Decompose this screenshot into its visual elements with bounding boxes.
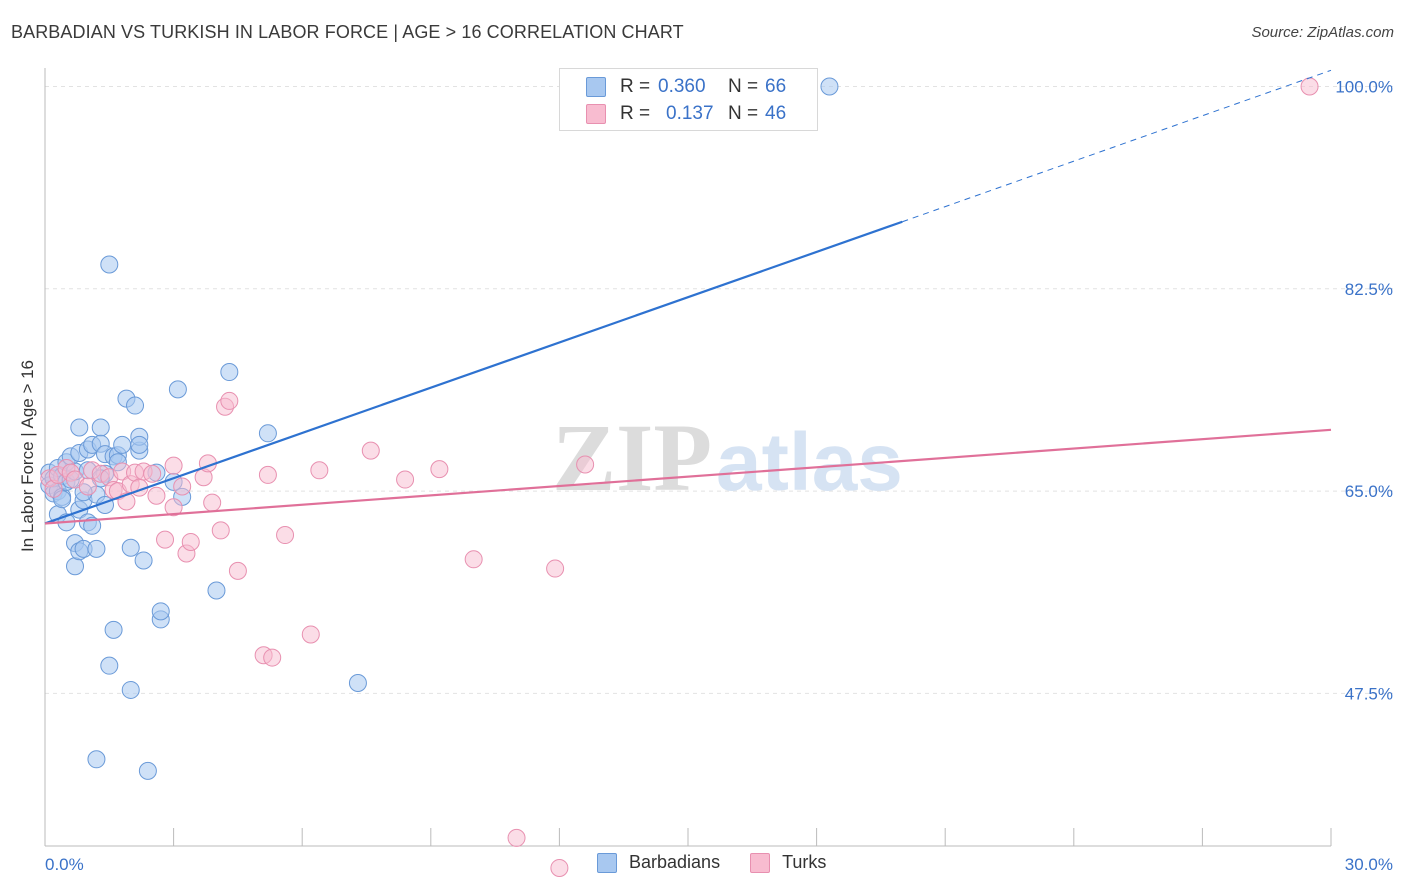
x-tick-label: 0.0%	[45, 855, 84, 874]
legend-n-label: N =	[728, 103, 759, 124]
data-point-turks	[211, 521, 230, 540]
trendline-barbadians-projection	[902, 69, 1332, 223]
data-point-barbadians	[207, 581, 226, 600]
data-point-barbadians	[70, 418, 89, 437]
data-point-turks	[220, 391, 239, 410]
legend-r-value: 0.137	[666, 103, 714, 124]
legend-n-label: N =	[728, 76, 759, 97]
tick-labels: 47.5% 65.0% 82.5% 100.0% 0.0% 30.0%	[45, 77, 1393, 874]
legend-r-label: R =	[620, 76, 651, 97]
data-point-turks	[164, 498, 183, 517]
trendline-barbadians	[44, 220, 903, 525]
legend-label-barbadians: Barbadians	[629, 852, 721, 872]
data-point-barbadians	[168, 380, 187, 399]
watermark-zip: ZIP	[552, 404, 712, 511]
data-point-turks	[173, 477, 192, 496]
data-point-turks	[276, 526, 295, 545]
data-point-turks	[78, 477, 97, 496]
data-point-barbadians	[151, 602, 170, 621]
trendline-turks	[44, 428, 1332, 525]
data-point-barbadians	[348, 674, 367, 693]
data-point-barbadians	[100, 656, 119, 675]
data-point-turks	[550, 858, 569, 877]
data-point-barbadians	[130, 435, 149, 454]
data-point-barbadians	[100, 255, 119, 274]
data-point-turks	[507, 828, 526, 847]
data-point-turks	[263, 648, 282, 667]
data-point-turks	[143, 464, 162, 483]
data-point-turks	[258, 465, 277, 484]
series-turks	[40, 77, 1319, 877]
series-legend: Barbadians Turks	[597, 852, 856, 873]
legend-swatch-turks	[750, 852, 771, 873]
data-point-turks	[1300, 77, 1319, 96]
data-point-barbadians	[258, 424, 277, 443]
data-point-turks	[430, 460, 449, 479]
data-point-turks	[156, 530, 175, 549]
data-point-barbadians	[820, 77, 839, 96]
data-point-turks	[147, 486, 166, 505]
legend-swatch-blue	[586, 77, 606, 97]
trend-lines	[44, 69, 1332, 525]
data-point-turks	[310, 461, 329, 480]
legend-row-barbadians: R = 0.360 N = 66	[586, 76, 786, 98]
legend-r-label: R =	[620, 103, 651, 124]
legend-item-turks[interactable]: Turks	[750, 852, 826, 873]
data-point-turks	[164, 456, 183, 475]
data-point-barbadians	[113, 435, 132, 454]
y-axis-label: In Labor Force | Age > 16	[18, 359, 37, 553]
y-tick-label: 65.0%	[1345, 482, 1393, 501]
data-point-barbadians	[121, 680, 140, 699]
data-point-barbadians	[138, 761, 157, 780]
data-point-turks	[301, 625, 320, 644]
data-point-barbadians	[126, 396, 145, 415]
data-point-barbadians	[66, 557, 85, 576]
legend-swatch-barbadians	[597, 852, 617, 873]
data-point-barbadians	[83, 516, 102, 535]
data-point-turks	[464, 550, 483, 569]
data-point-barbadians	[87, 539, 106, 558]
data-point-barbadians	[104, 620, 123, 639]
data-point-barbadians	[91, 418, 110, 437]
legend-item-barbadians[interactable]: Barbadians	[597, 852, 720, 873]
y-tick-label: 82.5%	[1345, 280, 1393, 299]
data-point-turks	[546, 559, 565, 578]
data-point-barbadians	[220, 363, 239, 382]
data-point-turks	[361, 441, 380, 460]
axes	[44, 68, 1332, 847]
y-tick-label: 100.0%	[1335, 77, 1393, 96]
data-point-barbadians	[87, 750, 106, 769]
correlation-legend: R = 0.360 N = 66 R = 0.137 N = 46	[559, 68, 818, 131]
legend-row-turks: R = 0.137 N = 46	[586, 103, 786, 125]
source-label: Source: ZipAtlas.com	[1251, 24, 1394, 41]
legend-label-turks: Turks	[782, 852, 827, 872]
gridlines	[45, 85, 1393, 694]
data-point-barbadians	[121, 538, 140, 557]
legend-swatch-pink	[586, 104, 606, 124]
legend-n-value: 66	[765, 76, 787, 97]
data-point-turks	[396, 470, 415, 489]
watermark: ZIP atlas	[552, 404, 903, 511]
data-point-turks	[181, 532, 200, 551]
chart-title: BARBADIAN VS TURKISH IN LABOR FORCE | AG…	[11, 22, 684, 42]
legend-r-value: 0.360	[658, 76, 706, 97]
data-point-turks	[576, 455, 595, 474]
data-point-turks	[203, 493, 222, 512]
data-point-barbadians	[134, 551, 153, 570]
data-point-turks	[228, 561, 247, 580]
legend-n-value: 46	[765, 103, 787, 124]
x-tick-label: 30.0%	[1345, 855, 1393, 874]
y-tick-label: 47.5%	[1345, 684, 1393, 703]
